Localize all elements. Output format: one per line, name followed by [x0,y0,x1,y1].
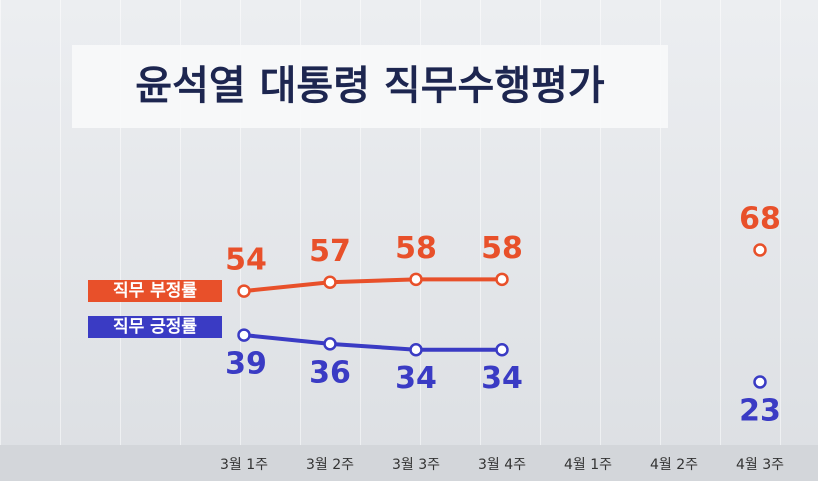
value-label: 39 [225,347,267,382]
value-label: 34 [481,361,523,396]
point [753,243,767,257]
line [243,277,502,294]
x-tick-label: 3월 2주 [306,457,354,473]
legend-box [88,316,222,338]
value-label: 58 [395,231,437,266]
value-label: 68 [739,202,781,237]
x-tick-label: 4월 1주 [564,457,612,473]
x-tick-label: 3월 1주 [220,457,268,473]
point [237,328,251,342]
point [237,284,251,298]
title-box [72,45,668,128]
value-label: 54 [225,243,267,278]
value-label: 36 [309,355,351,390]
point [753,375,767,389]
point [495,342,509,357]
value-label: 57 [309,234,351,269]
point [409,272,423,287]
point [495,272,509,287]
value-label: 23 [739,394,781,429]
point [409,342,423,357]
chart-title: 윤석열 대통령 직무수행평가 [135,63,605,109]
value-label: 34 [395,361,437,396]
axis-strip [0,445,818,481]
value-label: 58 [481,231,523,266]
x-tick-label: 4월 3주 [736,457,784,473]
legend-label: 직무 긍정률 [113,317,197,337]
point [323,275,337,290]
point [323,337,337,351]
x-tick-label: 3월 4주 [478,457,526,473]
x-tick-label: 3월 3주 [392,457,440,473]
legend-box [88,280,222,302]
line [243,333,502,352]
x-tick-label: 4월 2주 [650,457,698,473]
legend-label: 직무 부정률 [113,281,197,301]
